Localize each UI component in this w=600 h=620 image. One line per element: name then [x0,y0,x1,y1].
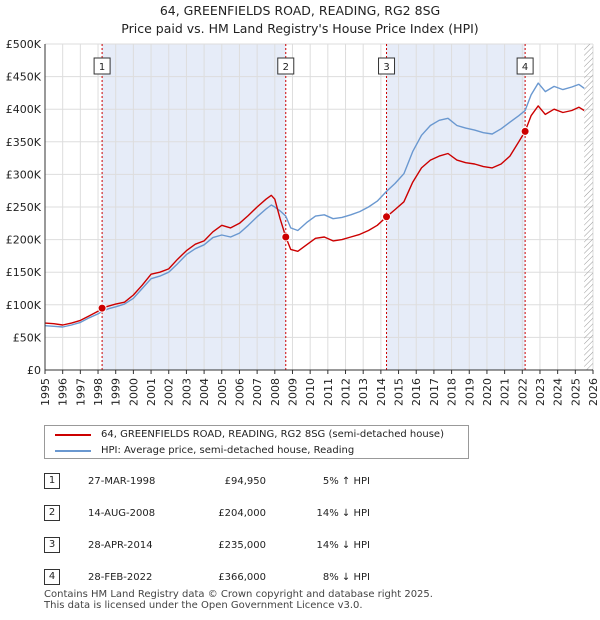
x-tick-label: 2019 [463,378,476,406]
sale-number-badge: 4 [44,569,60,585]
sale-label-number: 1 [99,62,105,73]
x-tick-label: 2016 [410,378,423,406]
sale-price: £204,000 [218,508,266,519]
sale-point [382,212,392,222]
x-tick-label: 2025 [569,378,582,406]
sale-point [281,232,291,242]
footer-copyright: Contains HM Land Registry data © Crown c… [44,589,433,600]
y-tick-label: £0 [27,364,41,377]
y-tick-label: £450K [6,71,42,84]
x-tick-label: 2022 [516,378,529,406]
sale-number-badge: 3 [44,537,60,553]
chart-title-block: 64, GREENFIELDS ROAD, READING, RG2 8SG P… [0,2,600,38]
x-tick-label: 2015 [393,378,406,406]
y-tick-label: £100K [6,299,42,312]
x-tick-label: 2001 [145,378,158,406]
x-tick-label: 2024 [552,378,565,406]
x-tick-label: 2006 [233,378,246,406]
x-tick-label: 2009 [286,378,299,406]
x-tick-label: 1995 [39,378,52,406]
x-tick-label: 2017 [428,378,441,406]
chart-subtitle: Price paid vs. HM Land Registry's House … [121,21,479,36]
x-tick-label: 2010 [304,378,317,406]
x-tick-label: 2020 [481,378,494,406]
sale-hpi-diff: 14% ↓ HPI [316,540,370,551]
chart-title: 64, GREENFIELDS ROAD, READING, RG2 8SG [159,3,441,18]
sale-date: 28-APR-2014 [88,540,153,551]
sale-label-box [277,57,295,75]
sale-point [520,126,530,136]
sale-point [97,303,107,313]
sale-date: 27-MAR-1998 [88,476,156,487]
sale-price: £366,000 [218,572,266,583]
y-tick-label: £50K [13,331,42,344]
x-tick-label: 2013 [357,378,370,406]
x-tick-label: 1997 [74,378,87,406]
x-tick-label: 2003 [180,378,193,406]
sale-label-number: 2 [283,62,289,73]
sale-date: 28-FEB-2022 [88,572,153,583]
forecast-hatch [584,44,593,370]
legend-item-property: 64, GREENFIELDS ROAD, READING, RG2 8SG (… [45,427,468,443]
x-tick-label: 2012 [340,378,353,406]
x-tick-label: 2000 [127,378,140,406]
legend-label-property: 64, GREENFIELDS ROAD, READING, RG2 8SG (… [101,429,444,440]
sale-price: £94,950 [224,476,266,487]
y-tick-label: £250K [6,201,42,214]
sale-number-badge: 1 [44,473,60,489]
price-chart: 1 2 3 4 £0 £50K £100K £150K £200K £250K £300K £350… [6,38,600,406]
sale-label-box [378,57,396,75]
footer: Contains HM Land Registry data © Crown c… [44,589,433,611]
x-tick-label: 1998 [92,378,105,406]
sale-hpi-diff: 14% ↓ HPI [316,508,370,519]
sale-hpi-diff: 5% ↑ HPI [322,476,370,487]
y-tick-label: £150K [6,266,42,279]
x-tick-label: 2026 [587,378,600,406]
x-tick-label: 2014 [375,378,388,406]
x-tick-label: 2004 [198,378,211,406]
sale-date: 14-AUG-2008 [88,508,156,519]
footer-licence: This data is licensed under the Open Gov… [44,600,363,611]
y-tick-label: £300K [6,168,42,181]
x-tick-label: 2011 [322,378,335,406]
y-tick-label: £350K [6,136,42,149]
sale-label-box [516,57,534,75]
sale-label-number: 3 [383,62,389,73]
x-tick-label: 2023 [534,378,547,406]
y-tick-label: £500K [6,38,42,51]
property-series-line [44,105,585,326]
sale-label-number: 4 [522,62,528,73]
x-tick-label: 2002 [163,378,176,406]
x-tick-label: 1999 [110,378,123,406]
legend-swatch-hpi [55,450,91,452]
x-tick-label: 2005 [216,378,229,406]
y-tick-label: £400K [6,103,42,116]
x-tick-label: 2021 [499,378,512,406]
legend-swatch-property [55,434,91,436]
sale-label-box [93,57,111,75]
hpi-series-line [44,82,585,328]
legend: 64, GREENFIELDS ROAD, READING, RG2 8SG (… [44,425,469,459]
sale-hpi-diff: 8% ↓ HPI [322,572,370,583]
legend-label-hpi: HPI: Average price, semi-detached house,… [101,445,355,456]
legend-item-hpi: HPI: Average price, semi-detached house,… [45,443,468,459]
x-tick-label: 2007 [251,378,264,406]
y-tick-label: £200K [6,234,42,247]
x-tick-label: 2008 [269,378,282,406]
x-tick-label: 1996 [57,378,70,406]
sale-number-badge: 2 [44,505,60,521]
x-tick-label: 2018 [446,378,459,406]
sale-price: £235,000 [218,540,266,551]
